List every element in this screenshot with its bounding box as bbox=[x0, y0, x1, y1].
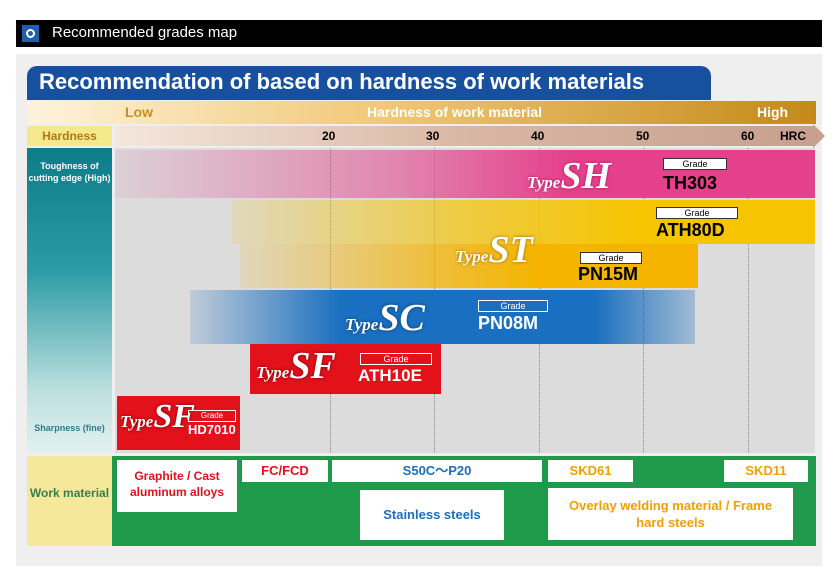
type-sf-mid-logo: TypeSF bbox=[256, 344, 336, 388]
scale-arrow-icon bbox=[813, 124, 825, 148]
material-s50c-p20: S50C～P20 bbox=[332, 460, 542, 482]
material-skd61: SKD61 bbox=[548, 460, 633, 482]
grade-tag-pn15m: Grade bbox=[580, 252, 642, 264]
hardness-bar: Low Hardness of work material High bbox=[27, 101, 816, 124]
grade-ath80d: ATH80D bbox=[656, 220, 725, 240]
material-graphite: Graphite / Cast aluminum alloys bbox=[117, 460, 237, 512]
toughness-label: Toughness of cutting edge (High) bbox=[28, 161, 111, 183]
sharpness-label: Sharpness (fine) bbox=[34, 423, 105, 433]
grade-pn08m: PN08M bbox=[478, 313, 539, 333]
chart-heading: Recommendation of based on hardness of w… bbox=[27, 66, 711, 100]
tick-30: 30 bbox=[426, 129, 440, 143]
type-st-letters: ST bbox=[488, 229, 533, 271]
type-st-type: Type bbox=[455, 247, 489, 266]
tick-20: 20 bbox=[322, 129, 336, 143]
work-material-label-text: Work material bbox=[29, 486, 110, 500]
unit-hrc: HRC bbox=[780, 129, 806, 143]
type-sh-logo: TypeSH bbox=[527, 154, 611, 198]
tick-40: 40 bbox=[531, 129, 545, 143]
grade-tag-ath80d: Grade bbox=[656, 207, 738, 219]
tick-50: 50 bbox=[636, 129, 650, 143]
section-title: Recommended grades map bbox=[52, 24, 238, 41]
type-sf-low-logo: TypeSF bbox=[120, 398, 195, 436]
grade-tag-hd7010: Grade bbox=[188, 410, 236, 422]
band-type-sf-low bbox=[117, 396, 240, 450]
type-sc-letters: SC bbox=[378, 297, 425, 339]
bullet-icon bbox=[22, 25, 39, 42]
type-sc-type: Type bbox=[345, 315, 379, 334]
type-sh-letters: SH bbox=[560, 155, 612, 197]
material-graphite-text: Graphite / Cast aluminum alloys bbox=[129, 469, 225, 499]
material-overlay-welding-text: Overlay welding material / Frame hard st… bbox=[568, 498, 773, 530]
hardness-bar-title: Hardness of work material bbox=[367, 104, 543, 120]
grade-tag-ath10e: Grade bbox=[360, 353, 432, 365]
work-material-label: Work material bbox=[27, 456, 112, 546]
grade-th303: TH303 bbox=[663, 173, 718, 193]
type-sf-mid-letters: SF bbox=[289, 345, 336, 387]
grade-ath10e: ATH10E bbox=[358, 366, 422, 385]
tick-60: 60 bbox=[741, 129, 755, 143]
hardness-high-label: High bbox=[757, 104, 789, 120]
heading-text: Recommendation of based on hardness of w… bbox=[39, 69, 645, 94]
material-fc-fcd: FC/FCD bbox=[242, 460, 328, 482]
hardness-low-label: Low bbox=[125, 104, 153, 120]
hrc-scale-bar: 20 30 40 50 60 HRC bbox=[115, 126, 815, 146]
type-sh-type: Type bbox=[527, 173, 561, 192]
gridline-60 bbox=[748, 148, 749, 453]
band-type-sc bbox=[190, 290, 695, 344]
grade-pn15m: PN15M bbox=[578, 264, 639, 284]
hardness-label: Hardness bbox=[27, 126, 112, 146]
type-sf-mid-type: Type bbox=[256, 363, 290, 382]
section-header: Recommended grades map bbox=[16, 20, 822, 47]
type-sc-logo: TypeSC bbox=[345, 296, 425, 340]
edge-axis: Toughness of cutting edge (High) Sharpne… bbox=[27, 148, 112, 453]
type-sf-low-type: Type bbox=[120, 412, 154, 431]
band-type-st-lower bbox=[240, 244, 698, 288]
grade-hd7010: HD7010 bbox=[188, 422, 236, 437]
grade-tag-th303: Grade bbox=[663, 158, 727, 170]
material-stainless: Stainless steels bbox=[360, 490, 504, 540]
material-overlay-welding: Overlay welding material / Frame hard st… bbox=[548, 488, 793, 540]
material-skd11: SKD11 bbox=[724, 460, 808, 482]
band-type-sf-mid bbox=[250, 344, 441, 394]
type-st-logo: TypeST bbox=[455, 228, 533, 272]
grade-tag-pn08m: Grade bbox=[478, 300, 548, 312]
